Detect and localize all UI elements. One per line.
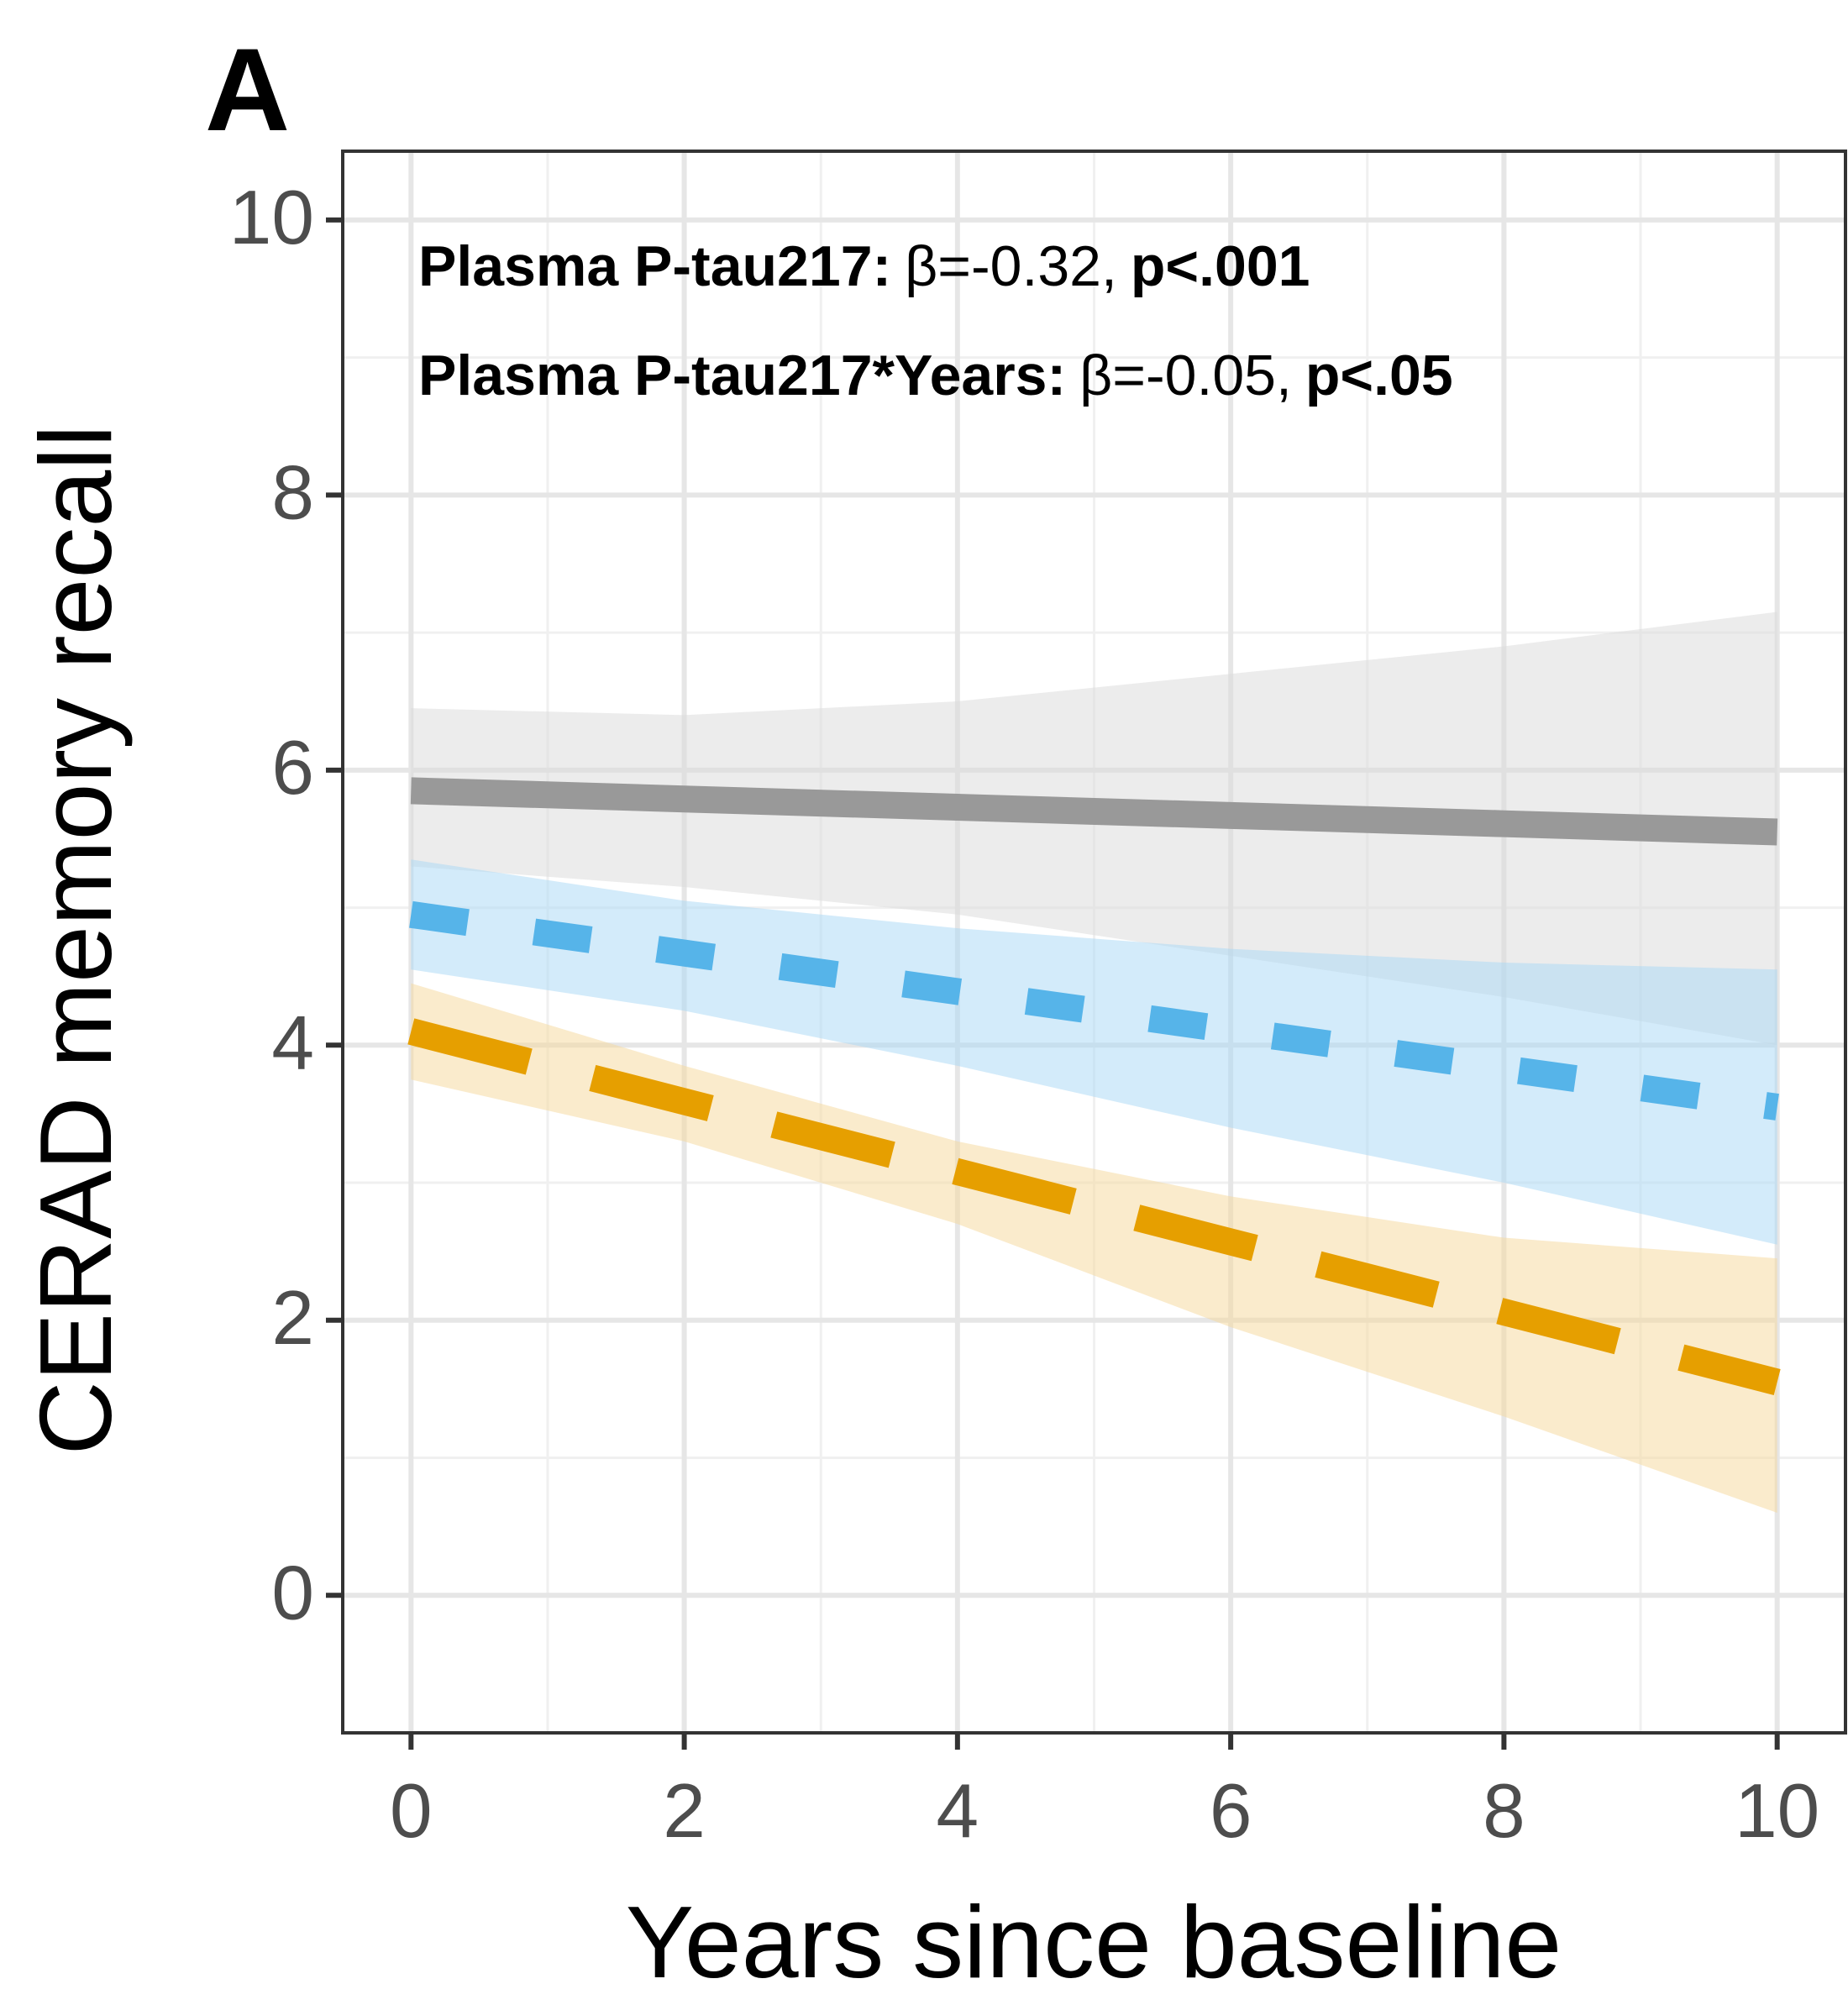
x-axis-title: Years since baseline bbox=[626, 1885, 1562, 1999]
plot-border bbox=[341, 150, 1847, 1735]
annotation-label: Plasma P-tau217*Years: bbox=[418, 344, 1066, 407]
annotation-stat: β=-0.32, bbox=[905, 234, 1117, 298]
x-tick-label: 10 bbox=[1735, 1769, 1819, 1854]
annotation-p: p<.05 bbox=[1305, 344, 1453, 407]
confidence-ribbon bbox=[411, 983, 1777, 1514]
trend-line bbox=[410, 777, 1778, 846]
y-tick-label: 8 bbox=[271, 450, 314, 535]
annotation: Plasma P-tau217: β=-0.32, p<.001 bbox=[418, 234, 1310, 298]
y-tick-label: 10 bbox=[229, 176, 314, 260]
x-tick-label: 0 bbox=[390, 1769, 433, 1854]
y-axis-title: CERAD memory recall bbox=[18, 425, 133, 1456]
x-tick-label: 2 bbox=[663, 1769, 706, 1854]
trend-line bbox=[407, 1018, 1781, 1395]
x-tick-label: 8 bbox=[1483, 1769, 1525, 1854]
annotation-p: p<.001 bbox=[1131, 234, 1310, 298]
annotation: Plasma P-tau217*Years: β=-0.05, p<.05 bbox=[418, 344, 1453, 407]
annotation-label: Plasma P-tau217: bbox=[418, 234, 891, 298]
y-tick-label: 2 bbox=[271, 1276, 314, 1361]
x-tick-label: 6 bbox=[1210, 1769, 1252, 1854]
y-tick-label: 6 bbox=[271, 726, 314, 811]
trend-line bbox=[409, 900, 1779, 1121]
x-tick-label: 4 bbox=[937, 1769, 979, 1854]
confidence-ribbon bbox=[411, 859, 1777, 1245]
y-tick-label: 4 bbox=[271, 1000, 314, 1085]
annotation-stat: β=-0.05, bbox=[1079, 344, 1292, 407]
confidence-ribbon bbox=[411, 611, 1777, 1046]
y-tick-label: 0 bbox=[271, 1551, 314, 1635]
panel-label: A bbox=[205, 24, 290, 155]
